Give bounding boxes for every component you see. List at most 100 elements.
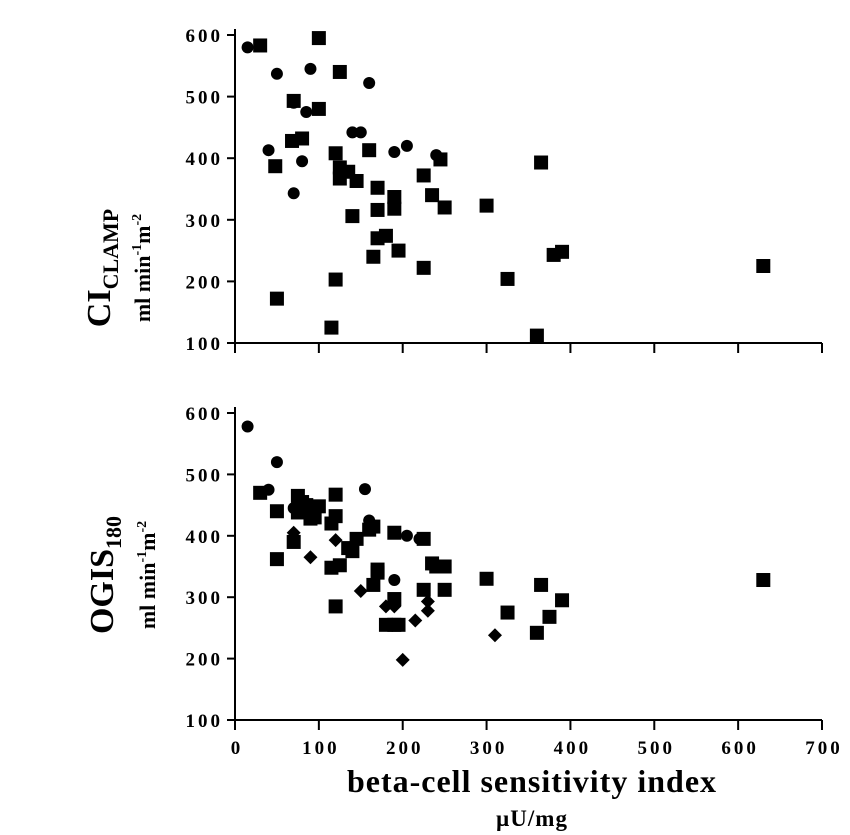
data-point-square xyxy=(378,228,393,243)
data-point-square xyxy=(324,560,339,575)
x-tick-label: 500 xyxy=(638,738,676,759)
data-point-diamond xyxy=(395,652,410,667)
data-point-square xyxy=(756,573,771,588)
data-point-circle xyxy=(363,77,376,90)
y-tick-label: 100 xyxy=(186,334,224,355)
data-point-square xyxy=(366,519,381,534)
data-point-square xyxy=(387,190,402,205)
data-point-square xyxy=(303,511,318,526)
y-tick-label: 400 xyxy=(186,527,224,548)
data-point-square xyxy=(311,499,326,514)
data-point-square xyxy=(425,188,440,203)
y-axis-title-subscript: 180 xyxy=(101,516,126,549)
y-tick-label: 400 xyxy=(186,149,224,170)
y-tick-label: 600 xyxy=(186,404,224,425)
data-point-square xyxy=(542,609,557,624)
data-point-square xyxy=(756,259,771,273)
data-point-square xyxy=(269,504,284,519)
data-point-circle xyxy=(388,574,401,587)
data-point-diamond xyxy=(353,584,368,599)
data-point-square xyxy=(370,202,385,217)
data-point-circle xyxy=(346,126,359,139)
data-point-square xyxy=(349,531,364,546)
y-axis-title-ci-clamp: CICLAMP xyxy=(81,209,123,327)
data-point-square xyxy=(479,198,494,213)
data-point-diamond xyxy=(328,533,343,548)
data-point-square xyxy=(324,320,339,335)
data-point-square xyxy=(362,143,377,158)
data-point-square xyxy=(529,625,544,640)
y-axis-unit-ogis: ml min-1m-2 xyxy=(135,521,160,629)
data-point-square xyxy=(479,571,494,586)
data-point-square xyxy=(437,582,452,597)
data-point-square xyxy=(328,487,343,502)
y-axis-title-subscript: CLAMP xyxy=(98,209,123,290)
y-tick-label: 100 xyxy=(186,711,224,732)
data-point-square xyxy=(324,516,339,531)
data-point-circle xyxy=(304,62,317,75)
data-point-circle xyxy=(262,144,275,157)
y-axis-title-ogis: OGIS180 xyxy=(84,516,126,634)
x-tick-label: 200 xyxy=(386,738,424,759)
data-point-diamond xyxy=(420,594,435,609)
data-point-square xyxy=(391,243,406,258)
data-point-square xyxy=(253,38,268,53)
data-point-diamond xyxy=(487,628,502,643)
data-point-square xyxy=(285,133,300,148)
data-point-square xyxy=(328,146,343,161)
y-tick-label: 500 xyxy=(186,88,224,109)
data-point-circle xyxy=(400,529,413,542)
x-tick-label: 600 xyxy=(721,738,759,759)
data-point-circle xyxy=(241,41,254,54)
data-point-square xyxy=(416,260,431,275)
data-point-square xyxy=(253,485,268,500)
panel-ci-clamp: CICLAMP ml min-1m-2 100 200 300 400 500 600 xyxy=(81,26,823,355)
data-point-square xyxy=(500,271,515,286)
data-point-circle xyxy=(400,139,413,152)
data-point-square xyxy=(328,272,343,287)
data-point-square xyxy=(387,201,402,216)
data-point-square xyxy=(416,168,431,183)
data-point-square xyxy=(311,101,326,116)
data-point-circle xyxy=(300,106,313,118)
data-point-square xyxy=(332,64,347,79)
y-axis-unit: ml min-1m-2 xyxy=(130,214,155,322)
data-point-square xyxy=(268,159,283,174)
data-point-square xyxy=(370,180,385,195)
data-point-square xyxy=(529,328,544,343)
x-tick-label: 100 xyxy=(302,738,340,759)
data-point-diamond xyxy=(387,599,402,614)
data-point-square xyxy=(345,209,360,224)
data-point-square xyxy=(500,605,515,620)
data-point-diamond xyxy=(303,550,318,565)
data-point-circle xyxy=(354,126,367,139)
x-axis-unit: µU/mg xyxy=(496,806,568,831)
data-point-square xyxy=(366,577,381,592)
y-axis-title-main: CI xyxy=(81,289,118,327)
data-point-square xyxy=(311,31,326,46)
data-point-circle xyxy=(270,67,283,80)
y-tick-label: 500 xyxy=(186,465,224,486)
data-point-circle xyxy=(358,483,371,496)
data-point-square xyxy=(416,531,431,546)
data-point-square xyxy=(286,534,301,549)
data-point-square xyxy=(387,525,402,540)
y-tick-label: 200 xyxy=(186,650,224,671)
data-point-circle xyxy=(388,146,401,159)
data-point-square xyxy=(366,249,381,264)
y-axis-unit: ml min-1m-2 xyxy=(135,521,160,629)
data-point-square xyxy=(332,171,347,186)
data-point-square xyxy=(269,291,284,306)
data-point-circle xyxy=(296,155,309,168)
data-point-square xyxy=(534,577,549,592)
data-point-square xyxy=(349,173,364,188)
data-point-diamond xyxy=(408,613,423,628)
data-point-circle xyxy=(241,420,254,433)
data-point-diamond xyxy=(378,599,393,614)
data-point-square xyxy=(286,93,301,108)
data-point-square xyxy=(555,593,570,608)
data-point-square xyxy=(416,582,431,597)
data-point-square xyxy=(437,559,452,574)
